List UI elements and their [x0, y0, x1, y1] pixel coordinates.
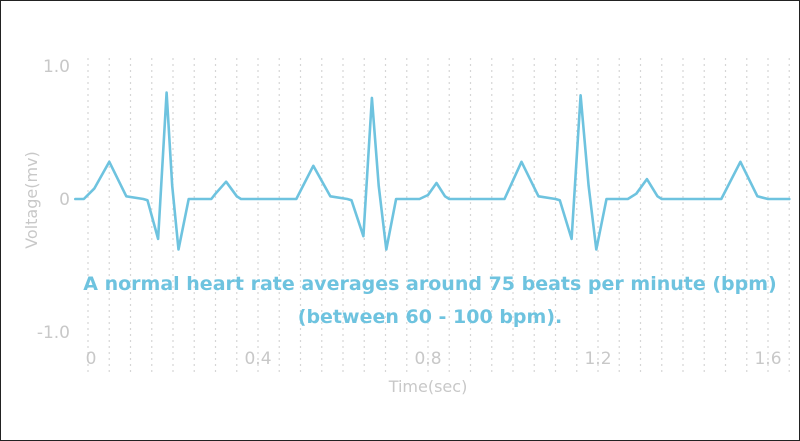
tick-labels: 0 0.4 0.8 1.2 1.6 1.0 0 -1.0 — [37, 57, 782, 369]
x-axis-title: Time(sec) — [388, 377, 468, 396]
y-tick-label: -1.0 — [37, 323, 70, 343]
annotation-line-1: A normal heart rate averages around 75 b… — [83, 273, 776, 295]
y-tick-label: 0 — [59, 190, 70, 210]
y-tick-label: 1.0 — [43, 57, 70, 77]
x-tick-label: 1.2 — [584, 349, 611, 369]
annotation-line-2: (between 60 - 100 bpm). — [298, 306, 562, 328]
x-tick-label: 0.8 — [414, 349, 441, 369]
x-tick-label: 1.6 — [754, 349, 781, 369]
x-tick-label: 0.4 — [244, 349, 271, 369]
ecg-trace-line — [74, 91, 791, 251]
x-tick-label: 0 — [86, 349, 97, 369]
y-axis-title: Voltage(mv) — [22, 151, 41, 249]
